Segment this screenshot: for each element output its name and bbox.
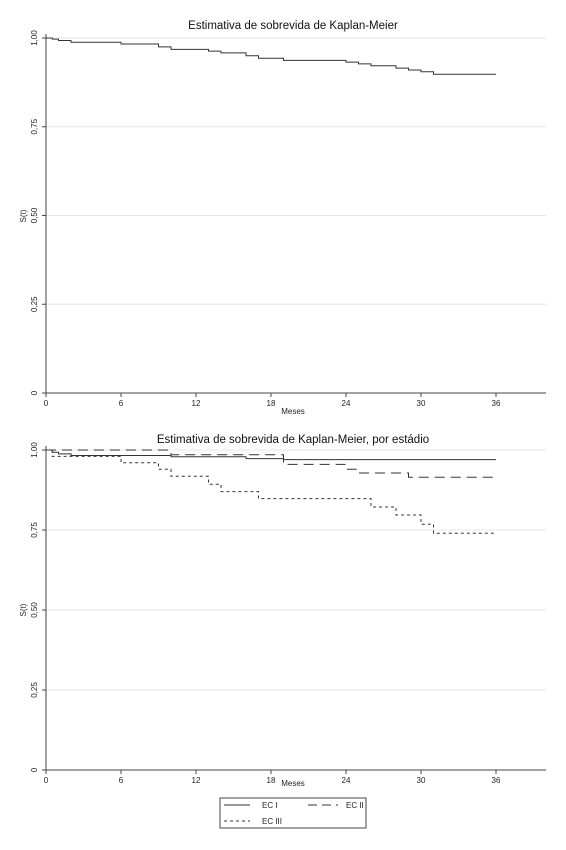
x-tick-label: 6 <box>119 399 124 408</box>
x-tick-label: 30 <box>417 399 426 408</box>
survival-curve <box>46 37 496 75</box>
y-tick-label: 0 <box>30 767 39 772</box>
survival-chart-by-stage: Estimativa de sobrevida de Kaplan-Meier,… <box>14 428 554 838</box>
series-layer <box>46 449 496 534</box>
chart-title: Estimativa de sobrevida de Kaplan-Meier <box>188 20 398 32</box>
y-tick-label: 0,50 <box>30 207 39 223</box>
x-tick-label: 24 <box>342 776 351 785</box>
y-axis-label: S(t) <box>19 603 28 616</box>
x-tick-labels: 0 6 12 18 24 30 36 <box>44 776 501 785</box>
x-tick-label: 0 <box>44 776 49 785</box>
y-tick-label: 0,50 <box>30 602 39 618</box>
survival-curve-ec-iii <box>46 449 496 534</box>
legend-label-ec-iii: EC III <box>262 817 282 826</box>
y-tick-labels: 0 0,25 0,50 0,75 1,00 <box>30 442 39 773</box>
y-tick-label: 0,75 <box>30 118 39 134</box>
chart-1-svg: Estimativa de sobrevida de Kaplan-Meier … <box>19 20 546 416</box>
series-layer <box>46 37 496 75</box>
y-tick-label: 0 <box>30 390 39 395</box>
tick-marks <box>42 449 497 774</box>
y-tick-label: 1,00 <box>30 30 39 46</box>
x-axis-label: Meses <box>281 407 305 416</box>
grid <box>46 449 546 771</box>
x-tick-label: 6 <box>119 776 124 785</box>
y-tick-label: 0,75 <box>30 522 39 538</box>
x-tick-label: 36 <box>492 776 501 785</box>
legend-label-ec-ii: EC II <box>346 801 364 810</box>
chart-2-svg: Estimativa de sobrevida de Kaplan-Meier,… <box>19 434 546 829</box>
x-axis-label: Meses <box>281 779 305 788</box>
grid <box>46 37 546 394</box>
legend: EC I EC II EC III <box>219 797 367 829</box>
y-tick-label: 1,00 <box>30 442 39 458</box>
x-tick-labels: 0 6 12 18 24 30 36 <box>44 399 501 408</box>
chart-title: Estimativa de sobrevida de Kaplan-Meier,… <box>157 434 429 446</box>
x-tick-label: 0 <box>44 399 49 408</box>
survival-curve-ec-i <box>46 449 496 461</box>
x-tick-label: 12 <box>192 399 201 408</box>
survival-chart-overall: Estimativa de sobrevida de Kaplan-Meier … <box>14 12 554 422</box>
y-tick-label: 0,25 <box>30 296 39 312</box>
y-axis-label: S(t) <box>19 209 28 222</box>
x-tick-label: 12 <box>192 776 201 785</box>
x-tick-label: 24 <box>342 399 351 408</box>
survival-curve-ec-ii <box>46 449 496 478</box>
legend-label-ec-i: EC I <box>262 801 278 810</box>
y-tick-labels: 0 0,25 0,50 0,75 1,00 <box>30 30 39 396</box>
y-tick-label: 0,25 <box>30 682 39 698</box>
x-tick-label: 18 <box>267 399 276 408</box>
tick-marks <box>42 37 497 397</box>
x-tick-label: 18 <box>267 776 276 785</box>
x-tick-label: 36 <box>492 399 501 408</box>
legend-box <box>219 797 367 829</box>
x-tick-label: 30 <box>417 776 426 785</box>
